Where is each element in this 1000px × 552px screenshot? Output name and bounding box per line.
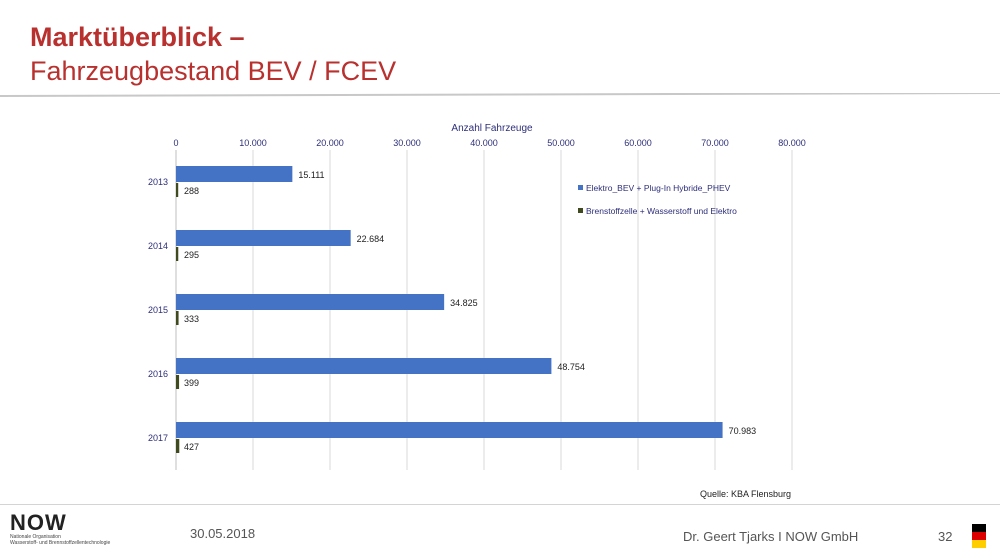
data-label-series1: 48.754 xyxy=(557,362,585,372)
logo-subtitle-2: Wasserstoff- und Brennstoffzellentechnol… xyxy=(10,540,111,546)
x-tick-label: 20.000 xyxy=(316,138,344,148)
data-label-series1: 70.983 xyxy=(729,426,757,436)
bar-series1 xyxy=(176,230,351,246)
title-separator xyxy=(0,93,1000,97)
legend-swatch xyxy=(578,185,583,190)
x-tick-label: 60.000 xyxy=(624,138,652,148)
data-label-series2: 295 xyxy=(184,250,199,260)
x-tick-label: 10.000 xyxy=(239,138,267,148)
data-label-series1: 15.111 xyxy=(298,170,324,180)
bar-chart: Anzahl Fahrzeuge 0 10.000 20.000 30.000 40.0… xyxy=(148,123,806,499)
now-logo: NOW Nationale Organisation Wasserstoff- … xyxy=(10,510,130,547)
bar-series2 xyxy=(176,439,180,453)
category-label: 2014 xyxy=(148,241,168,251)
slide-date: 30.05.2018 xyxy=(190,526,256,541)
bar-series1 xyxy=(176,166,293,182)
data-labels: 15.111 288 22.684 295 34.825 333 48.754 399 70.9… xyxy=(184,170,756,452)
x-tick-labels: 0 10.000 20.000 30.000 40.000 50.000 60.000 70.… xyxy=(173,138,805,148)
bar-series2 xyxy=(176,247,179,261)
category-label: 2016 xyxy=(148,369,168,379)
data-label-series2: 427 xyxy=(184,442,199,452)
x-axis-label: Anzahl Fahrzeuge xyxy=(451,123,533,134)
data-label-series1: 34.825 xyxy=(450,298,478,308)
category-label: 2013 xyxy=(148,177,168,187)
bar-series2 xyxy=(176,375,180,389)
slide-title-line1: Marktüberblick – xyxy=(30,22,245,52)
legend-label: Elektro_BEV + Plug-In Hybride_PHEV xyxy=(586,183,731,193)
legend-label: Brenstoffzelle + Wasserstoff und Elektro xyxy=(586,206,737,216)
logo-subtitle-1: Nationale Organisation xyxy=(10,534,61,540)
legend-swatch xyxy=(578,208,583,213)
footer-divider xyxy=(0,504,1000,505)
bars xyxy=(176,166,723,453)
bar-series1 xyxy=(176,294,445,310)
x-tick-label: 30.000 xyxy=(393,138,421,148)
bar-series2 xyxy=(176,183,179,197)
bar-series1 xyxy=(176,358,552,374)
logo-text: NOW xyxy=(10,510,67,535)
x-tick-label: 80.000 xyxy=(778,138,806,148)
x-tick-label: 0 xyxy=(173,138,178,148)
x-tick-label: 50.000 xyxy=(547,138,575,148)
slide-author: Dr. Geert Tjarks I NOW GmbH xyxy=(683,529,859,544)
data-label-series2: 399 xyxy=(184,378,199,388)
data-label-series1: 22.684 xyxy=(357,234,385,244)
slide-title-line2: Fahrzeugbestand BEV / FCEV xyxy=(30,56,397,86)
x-tick-label: 40.000 xyxy=(470,138,498,148)
bar-series2 xyxy=(176,311,179,325)
page-number: 32 xyxy=(938,529,953,544)
category-label: 2015 xyxy=(148,305,168,315)
x-tick-label: 70.000 xyxy=(701,138,729,148)
data-label-series2: 288 xyxy=(184,186,199,196)
bar-series1 xyxy=(176,422,723,438)
german-flag-icon xyxy=(972,524,986,548)
source-note: Quelle: KBA Flensburg xyxy=(700,489,791,499)
category-labels: 2013 2014 2015 2016 2017 xyxy=(148,177,168,443)
category-label: 2017 xyxy=(148,433,168,443)
legend: Elektro_BEV + Plug-In Hybride_PHEV Brenst… xyxy=(578,183,737,216)
data-label-series2: 333 xyxy=(184,314,199,324)
